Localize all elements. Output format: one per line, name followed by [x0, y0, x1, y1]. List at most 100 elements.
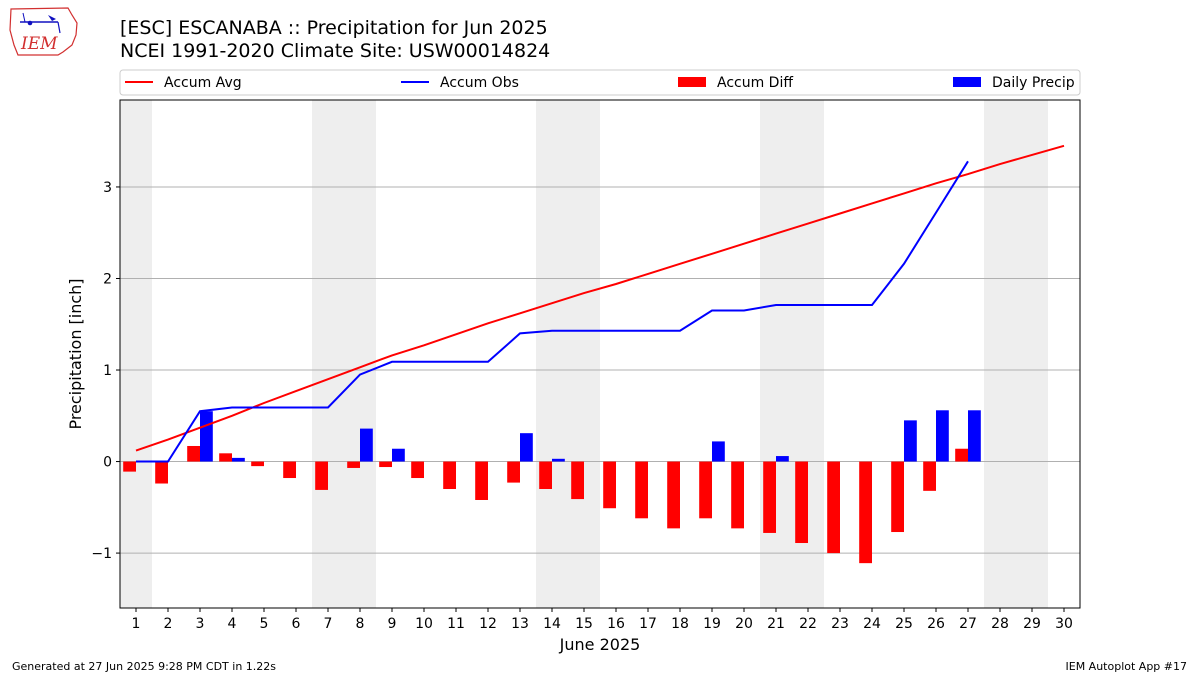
- y-tick-label: 0: [103, 455, 112, 471]
- accum-diff-bar: [411, 461, 424, 479]
- y-tick-label: 2: [103, 271, 112, 287]
- x-tick-label: 27: [959, 616, 977, 632]
- weekend-band: [344, 100, 376, 608]
- legend-label-accum-obs: Accum Obs: [440, 75, 519, 91]
- accum-diff-bar: [699, 461, 712, 519]
- generated-timestamp: Generated at 27 Jun 2025 9:28 PM CDT in …: [12, 660, 277, 673]
- accum-diff-bar: [635, 461, 648, 519]
- x-tick-label: 12: [479, 616, 497, 632]
- chart-subtitle: NCEI 1991-2020 Climate Site: USW00014824: [120, 40, 551, 62]
- x-tick-label: 13: [511, 616, 529, 632]
- x-tick-label: 19: [703, 616, 721, 632]
- x-tick-label: 5: [260, 616, 269, 632]
- app-credit: IEM Autoplot App #17: [1065, 660, 1188, 673]
- accum-obs-line: [136, 160, 969, 463]
- chart-title: [ESC] ESCANABA :: Precipitation for Jun …: [120, 17, 548, 39]
- accum-diff-bar: [507, 461, 520, 483]
- weekend-band: [568, 100, 600, 608]
- x-tick-label: 17: [639, 616, 657, 632]
- accum-diff-bar: [219, 453, 232, 462]
- daily-precip-bar: [360, 428, 373, 462]
- legend: Accum Avg Accum Obs Accum Diff Daily Precip: [119, 69, 1081, 96]
- x-tick-label: 8: [356, 616, 365, 632]
- accum-diff-bar: [283, 461, 296, 479]
- accum-diff-bar: [763, 461, 776, 533]
- accum-diff-bar: [379, 461, 392, 468]
- x-tick-label: 10: [415, 616, 433, 632]
- daily-precip-bar: [232, 457, 245, 462]
- x-tick-label: 20: [735, 616, 753, 632]
- legend-swatch-accum-diff: [678, 77, 706, 87]
- x-tick-label: 24: [863, 616, 881, 632]
- daily-precip-bar: [712, 441, 725, 462]
- x-tick-label: 21: [767, 616, 785, 632]
- accum-diff-bar: [123, 461, 136, 472]
- accum-diff-bar: [923, 461, 936, 491]
- accum-diff-bar: [347, 461, 360, 468]
- weekend-band: [536, 100, 568, 608]
- accum-diff-bar: [667, 461, 680, 529]
- x-tick-label: 30: [1055, 616, 1073, 632]
- legend-box: [119, 69, 1081, 96]
- x-tick-label: 15: [575, 616, 593, 632]
- x-tick-label: 2: [164, 616, 173, 632]
- iem-logo: IEM: [8, 5, 80, 61]
- logo-text: IEM: [20, 34, 58, 54]
- y-tick-label: 3: [103, 180, 112, 196]
- x-tick-label: 14: [543, 616, 561, 632]
- accum-diff-bar: [891, 461, 904, 533]
- accum-avg-line: [135, 144, 1065, 452]
- plot-frame: [119, 99, 1081, 609]
- daily-precip-bar: [904, 420, 917, 462]
- x-tick-label: 4: [228, 616, 237, 632]
- y-tick-label: 1: [103, 363, 112, 379]
- accum-diff-bar: [827, 461, 840, 554]
- x-tick-label: 18: [671, 616, 689, 632]
- x-tick-label: 9: [388, 616, 397, 632]
- y-axis-label: Precipitation [inch]: [66, 278, 85, 429]
- legend-label-accum-diff: Accum Diff: [717, 75, 793, 91]
- weekend-band: [120, 100, 152, 608]
- x-tick-label: 1: [132, 616, 141, 632]
- x-tick-label: 7: [324, 616, 333, 632]
- x-tick-label: 26: [927, 616, 945, 632]
- x-tick-label: 29: [1023, 616, 1041, 632]
- accum-diff-bar: [443, 461, 456, 490]
- daily-precip-bar: [392, 448, 405, 462]
- x-tick-label: 23: [831, 616, 849, 632]
- accum-diff-bar: [571, 461, 584, 500]
- accum-diff-bar: [859, 461, 872, 564]
- x-tick-label: 6: [292, 616, 301, 632]
- accum-diff-bar: [603, 461, 616, 509]
- accum-diff-bar: [539, 461, 552, 490]
- daily-precip-bar: [936, 410, 949, 462]
- accum-diff-bar: [187, 445, 200, 462]
- accum-diff-bar: [475, 461, 488, 500]
- accum-diff-bar: [251, 461, 264, 467]
- x-tick-label: 25: [895, 616, 913, 632]
- x-axis-label: June 2025: [559, 635, 641, 654]
- accum-diff-bar: [955, 448, 968, 462]
- legend-swatch-daily-precip: [953, 77, 981, 87]
- accum-diff-bar: [795, 461, 808, 544]
- daily-precip-bar: [520, 433, 533, 462]
- x-tick-label: 22: [799, 616, 817, 632]
- weekend-band: [984, 100, 1016, 608]
- weekend-band: [312, 100, 344, 608]
- accum-diff-bar: [315, 461, 328, 490]
- legend-label-daily-precip: Daily Precip: [992, 75, 1075, 91]
- daily-precip-bar: [552, 458, 565, 462]
- y-tick-label: −1: [91, 546, 112, 562]
- x-tick-label: 16: [607, 616, 625, 632]
- x-tick-label: 11: [447, 616, 465, 632]
- daily-precip-bar: [776, 456, 789, 462]
- x-tick-label: 28: [991, 616, 1009, 632]
- x-tick-label: 3: [196, 616, 205, 632]
- daily-precip-bar: [200, 411, 213, 462]
- accum-diff-bar: [731, 461, 744, 529]
- weekend-band: [1016, 100, 1048, 608]
- accum-diff-bar: [155, 461, 168, 484]
- daily-precip-bar: [968, 410, 981, 462]
- legend-label-accum-avg: Accum Avg: [164, 75, 242, 91]
